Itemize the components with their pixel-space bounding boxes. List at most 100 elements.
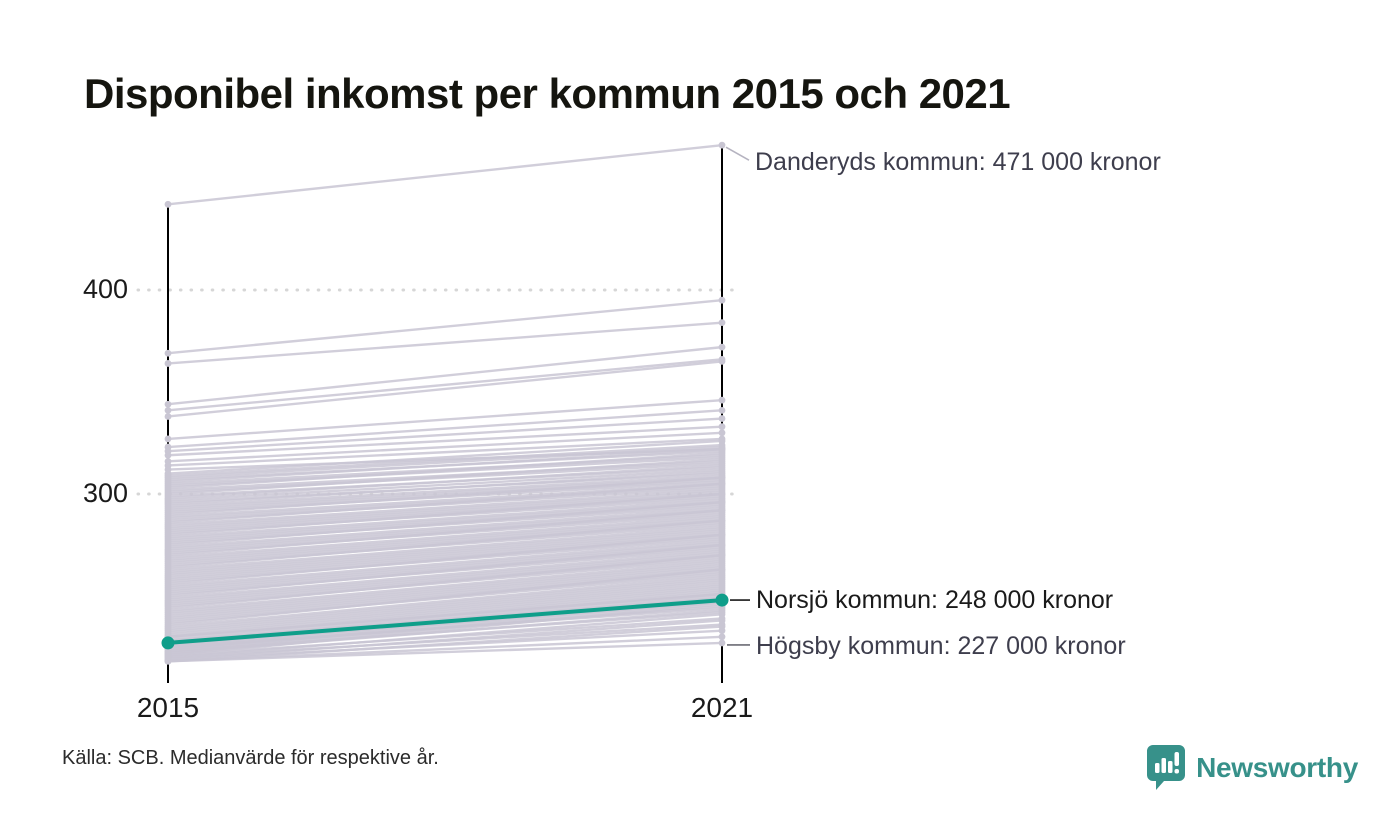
slope-line-endpoint [164, 406, 172, 414]
slope-line-endpoint [164, 435, 172, 443]
slope-line-endpoint [164, 400, 172, 408]
slope-line [167, 551, 723, 602]
slope-line [167, 490, 723, 528]
annotation-danderyd: Danderyds kommun: 471 000 kronor [755, 148, 1161, 176]
slope-line-endpoint [718, 551, 726, 559]
slope-line-endpoint [164, 413, 172, 420]
slope-line [167, 299, 723, 355]
slope-line [167, 409, 723, 449]
slope-line-endpoint [718, 396, 726, 404]
x-axis-label-2015: 2015 [136, 692, 200, 723]
source-note: Källa: SCB. Medianvärde för respektive å… [62, 747, 439, 769]
leader-danderyd [725, 146, 750, 161]
slope-line [167, 447, 723, 483]
slope-line [167, 539, 723, 587]
slope-line [167, 452, 723, 490]
highlight-endpoint [715, 593, 729, 607]
slope-line [167, 564, 723, 616]
slope-line [167, 519, 723, 569]
slope-line-endpoint [718, 406, 726, 414]
x-axis-label-2021: 2021 [690, 692, 754, 723]
slope-line-endpoint [164, 360, 172, 367]
slope-line [167, 468, 723, 502]
slope-line [167, 574, 723, 628]
brand-lockup: Newsworthy [1146, 744, 1358, 792]
slope-line [167, 143, 723, 206]
annotation-norsjo: Norsjö kommun: 248 000 kronor [756, 586, 1114, 614]
slope-line-endpoint [718, 566, 726, 573]
slope-line [167, 531, 723, 577]
slope-line [167, 600, 723, 647]
slope-line [167, 578, 723, 632]
slope-line [167, 549, 723, 600]
slope-line-endpoint [718, 604, 726, 612]
slope-line-endpoint [718, 506, 726, 514]
slope-line [167, 500, 723, 547]
slope-line-endpoint [718, 141, 726, 149]
slope-line-endpoint [718, 633, 726, 641]
slope-line-endpoint [718, 296, 726, 304]
slope-line-endpoint [718, 319, 726, 327]
slope-line-endpoint [718, 415, 726, 422]
slope-line [167, 437, 723, 467]
page-title: Disponibel inkomst per kommun 2015 och 2… [84, 70, 1011, 117]
slope-line [167, 482, 723, 524]
slope-line-endpoint [718, 615, 726, 622]
slope-line [167, 562, 723, 614]
slope-line [167, 641, 723, 663]
slope-line-endpoint [718, 531, 726, 539]
slope-line [167, 345, 723, 406]
slope-line [167, 443, 723, 477]
slope-line [167, 533, 723, 585]
slope-line [167, 358, 723, 412]
slope-line-endpoint [718, 517, 726, 524]
slope-line [167, 488, 723, 526]
slope-line [167, 543, 723, 598]
slope-line [167, 507, 723, 549]
slope-line-endpoint [718, 429, 726, 437]
slope-line [167, 607, 723, 649]
newsworthy-logo-icon [1146, 744, 1186, 792]
slope-line-endpoint [718, 639, 726, 647]
slope-line-endpoint [718, 423, 726, 431]
slope-line-endpoint [718, 455, 726, 463]
slope-line [167, 517, 723, 561]
slope-line [167, 529, 723, 575]
slope-line [167, 525, 723, 571]
slope-line [167, 458, 723, 496]
slope-line-endpoint [718, 343, 726, 351]
slope-line [167, 321, 723, 365]
slope-line [167, 360, 723, 418]
slope-line [167, 596, 723, 643]
slope-line [167, 582, 723, 636]
slope-line [167, 431, 723, 463]
slope-line [167, 568, 723, 626]
highlight-line [167, 598, 723, 645]
slope-line [167, 425, 723, 457]
slope-line [167, 611, 723, 653]
slope-line [167, 623, 723, 659]
slope-line-endpoint [164, 451, 172, 459]
slope-line [167, 566, 723, 618]
y-tick-label-400: 400 [82, 274, 128, 304]
slope-line-endpoint [718, 449, 726, 457]
slope-line [167, 580, 723, 634]
slope-line [167, 560, 723, 612]
slope-line-endpoint [718, 474, 726, 482]
slope-line-endpoint [718, 627, 726, 635]
slope-line [167, 592, 723, 638]
slope-line-endpoint [718, 480, 726, 488]
slope-line [167, 617, 723, 657]
slope-line [167, 474, 723, 508]
slope-line [167, 554, 723, 610]
highlight-endpoint [161, 636, 175, 650]
slope-line [167, 629, 723, 661]
slope-line [167, 439, 723, 475]
slope-line [167, 470, 723, 506]
slope-line-endpoint [718, 490, 726, 498]
slope-line [167, 584, 723, 638]
slope-line-endpoint [164, 200, 172, 208]
slope-line-endpoint [718, 541, 726, 549]
slope-line [167, 476, 723, 516]
